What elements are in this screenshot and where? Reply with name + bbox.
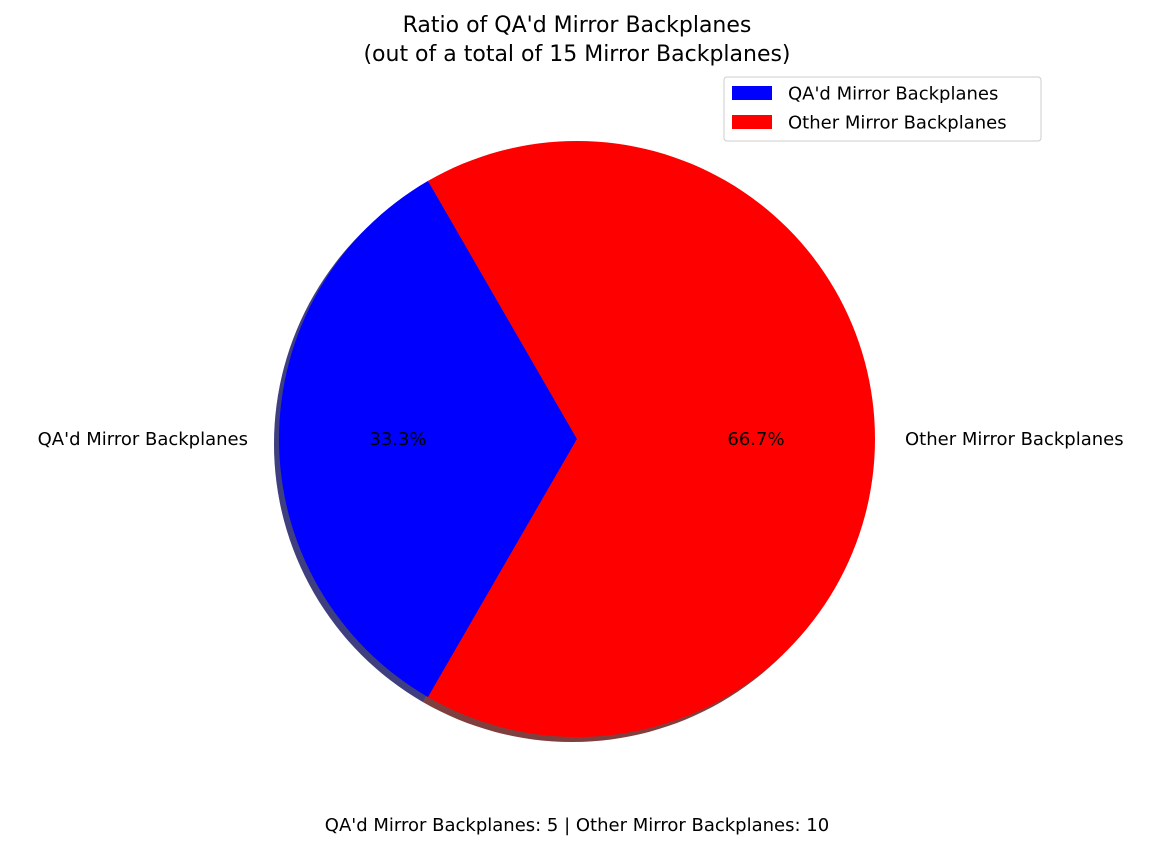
chart-title-line-2: (out of a total of 15 Mirror Backplanes) [363, 42, 790, 67]
legend: QA'd Mirror Backplanes Other Mirror Back… [723, 76, 1042, 142]
slice-label-qad: QA'd Mirror Backplanes [38, 429, 248, 450]
slice-label-other: Other Mirror Backplanes [905, 429, 1124, 450]
legend-label-other: Other Mirror Backplanes [788, 113, 1007, 134]
legend-frame [723, 76, 1042, 142]
slice-percent-qad: 33.3% [369, 429, 426, 450]
legend-label-qad: QA'd Mirror Backplanes [788, 84, 998, 105]
legend-swatch-qad [732, 86, 772, 100]
pie-slice-other [428, 141, 875, 737]
chart-title-line-1: Ratio of QA'd Mirror Backplanes [403, 13, 752, 38]
slice-percent-other: 66.7% [727, 429, 784, 450]
footer-summary: QA'd Mirror Backplanes: 5 | Other Mirror… [325, 815, 829, 836]
legend-swatch-other [732, 115, 772, 129]
pie-slices [279, 141, 875, 737]
